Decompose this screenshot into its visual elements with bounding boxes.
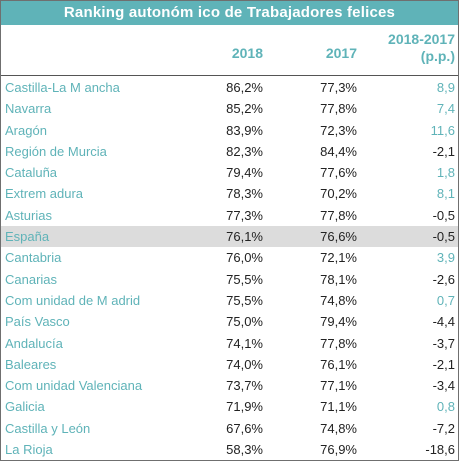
value-difference: 8,1 [436, 186, 455, 202]
region-name: Cataluña [5, 165, 58, 181]
region-name: Galicia [5, 399, 45, 415]
value-2017: 84,4% [320, 143, 357, 159]
value-2018: 75,0% [226, 314, 263, 330]
table-row: Baleares 74,0% 76,1% -2,1 [1, 354, 458, 375]
table-row: Galicia 71,9% 71,1% 0,8 [1, 396, 458, 417]
table-row: Andalucía 74,1% 77,8% -3,7 [1, 333, 458, 354]
value-difference: 7,4 [436, 101, 455, 117]
table-row: España 76,1% 76,6% -0,5 [1, 226, 458, 248]
value-2017: 77,8% [320, 101, 357, 117]
table-row: Com unidad de M adrid 75,5% 74,8% 0,7 [1, 290, 458, 311]
region-name: Cantabria [5, 250, 62, 266]
region-name: Asturias [5, 207, 52, 223]
value-2017: 79,4% [320, 314, 357, 330]
table-title: Ranking autonóm ico de Trabajadores feli… [1, 1, 458, 25]
value-2017: 77,8% [320, 207, 357, 223]
table-row: Región de Murcia 82,3% 84,4% -2,1 [1, 141, 458, 162]
value-2017: 74,8% [320, 420, 357, 436]
region-name: Castilla y León [5, 420, 91, 436]
column-header-difference-years: 2018-2017 [388, 31, 455, 47]
value-2018: 58,3% [226, 442, 263, 458]
value-difference: -3,7 [432, 335, 455, 351]
region-name: Com unidad de M adrid [5, 292, 141, 308]
column-header-2018: 2018 [231, 45, 263, 61]
table-row: Castilla-La M ancha 86,2% 77,3% 8,9 [1, 77, 458, 98]
region-name: Navarra [5, 101, 52, 117]
value-2018: 76,0% [226, 250, 263, 266]
column-header-difference-unit: (p.p.) [420, 48, 455, 64]
region-name: Baleares [5, 356, 57, 372]
table-row: Extrem adura 78,3% 70,2% 8,1 [1, 183, 458, 204]
value-difference: -2,1 [432, 356, 455, 372]
region-name: Región de Murcia [5, 143, 107, 159]
region-name: Com unidad Valenciana [5, 378, 143, 394]
value-difference: -4,4 [432, 314, 455, 330]
table-row: Com unidad Valenciana 73,7% 77,1% -3,4 [1, 375, 458, 396]
value-2018: 78,3% [226, 186, 263, 202]
value-2017: 77,6% [320, 165, 357, 181]
table-row: País Vasco 75,0% 79,4% -4,4 [1, 311, 458, 332]
value-2017: 77,3% [320, 80, 357, 95]
value-2017: 72,1% [320, 250, 357, 266]
value-difference: -18,6 [425, 442, 455, 458]
region-name: Canarias [5, 271, 58, 287]
value-2018: 77,3% [226, 207, 263, 223]
value-2017: 77,1% [320, 378, 357, 394]
value-difference: -3,4 [432, 378, 455, 394]
region-name: Extrem adura [5, 186, 84, 202]
value-2018: 74,0% [226, 356, 263, 372]
value-2018: 83,9% [226, 122, 263, 138]
value-difference: 8,9 [436, 80, 455, 95]
table-row: La Rioja 58,3% 76,9% -18,6 [1, 439, 458, 460]
region-name: Aragón [5, 122, 47, 138]
value-2018: 73,7% [226, 378, 263, 394]
header-divider [1, 75, 458, 76]
value-2018: 79,4% [226, 165, 263, 181]
region-name: Castilla-La M ancha [5, 80, 120, 95]
table-row: Castilla y León 67,6% 74,8% -7,2 [1, 418, 458, 439]
region-name: País Vasco [5, 314, 70, 330]
value-2017: 70,2% [320, 186, 357, 202]
table-body: Castilla-La M ancha 86,2% 77,3% 8,9 Navarra 8… [1, 77, 458, 460]
table-row: Canarias 75,5% 78,1% -2,6 [1, 269, 458, 290]
value-2017: 77,8% [320, 335, 357, 351]
value-2018: 86,2% [226, 80, 263, 95]
value-2017: 72,3% [320, 122, 357, 138]
region-name: Andalucía [5, 335, 63, 351]
value-difference: 0,8 [436, 399, 455, 415]
table-row: Cantabria 76,0% 72,1% 3,9 [1, 247, 458, 268]
value-difference: -2,1 [432, 143, 455, 159]
value-difference: -2,6 [432, 271, 455, 287]
column-header-difference: 2018-2017 (p.p.) [371, 31, 455, 65]
value-2017: 76,9% [320, 442, 357, 458]
value-difference: -0,5 [432, 229, 455, 245]
table-row: Aragón 83,9% 72,3% 11,6 [1, 120, 458, 141]
value-2017: 74,8% [320, 292, 357, 308]
column-header-2017: 2017 [325, 45, 357, 61]
value-2018: 67,6% [226, 420, 263, 436]
value-difference: 1,8 [436, 165, 455, 181]
region-name: La Rioja [5, 442, 53, 458]
value-difference: 3,9 [436, 250, 455, 266]
value-2017: 71,1% [320, 399, 357, 415]
value-difference: 11,6 [430, 122, 455, 138]
value-2018: 71,9% [226, 399, 263, 415]
table-row: Asturias 77,3% 77,8% -0,5 [1, 205, 458, 226]
value-2018: 75,5% [226, 292, 263, 308]
value-difference: -0,5 [432, 207, 455, 223]
value-2018: 76,1% [226, 229, 263, 245]
value-difference: -7,2 [432, 420, 455, 436]
value-2017: 76,6% [320, 229, 357, 245]
value-2018: 85,2% [226, 101, 263, 117]
value-2018: 75,5% [226, 271, 263, 287]
table-row: Cataluña 79,4% 77,6% 1,8 [1, 162, 458, 183]
value-2017: 76,1% [320, 356, 357, 372]
value-2017: 78,1% [320, 271, 357, 287]
value-2018: 82,3% [226, 143, 263, 159]
value-difference: 0,7 [436, 292, 455, 308]
region-name: España [5, 229, 50, 245]
table-row: Navarra 85,2% 77,8% 7,4 [1, 98, 458, 119]
value-2018: 74,1% [226, 335, 263, 351]
